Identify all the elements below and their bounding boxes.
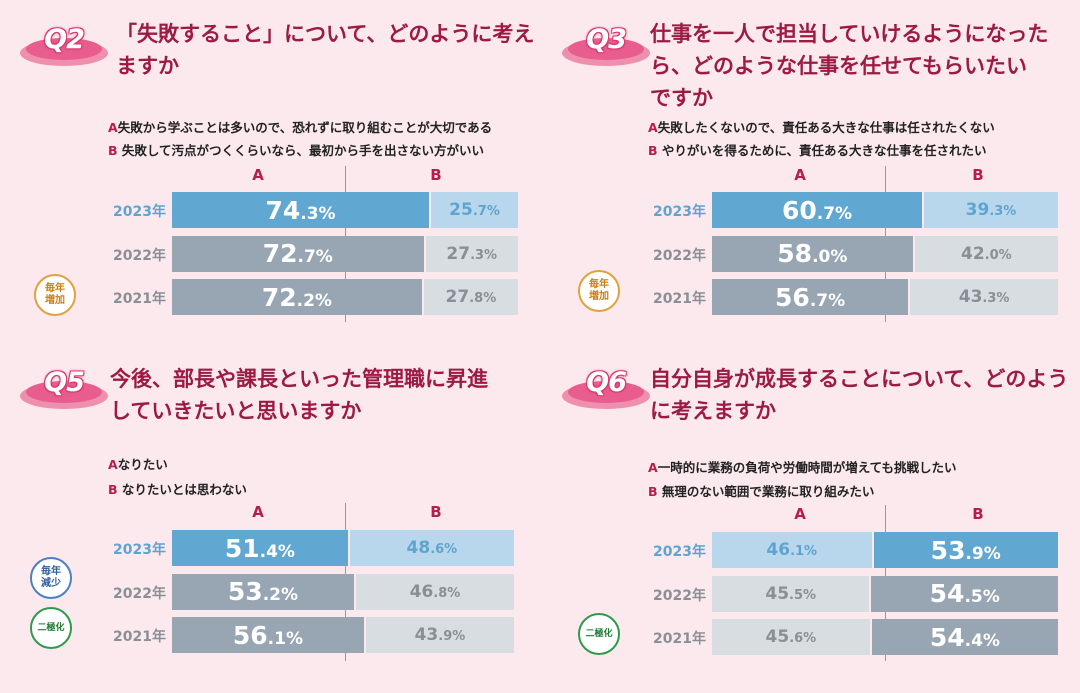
q3-col-a: A — [794, 166, 806, 184]
q3-note-badge: 毎年増加 — [578, 270, 620, 312]
q6-title: 自分自身が成長することについて、どのよう に考えますか — [650, 367, 1069, 423]
q6-col-a: A — [794, 505, 806, 523]
q2-col-a: A — [252, 166, 264, 184]
q5-value-a: 51.4% — [224, 533, 295, 563]
q5-value-a: 53.2% — [227, 577, 299, 606]
q5-value-b: 46.8% — [409, 581, 461, 602]
q6-option-b: B 無理のない範囲で業務に取り組みたい — [648, 484, 875, 499]
q5-bar-a: 53.2% — [172, 573, 354, 610]
q6-bar-b: 53.9% — [873, 532, 1058, 568]
q2-col-b: B — [430, 166, 442, 184]
q6-value-b: 54.5% — [929, 579, 1000, 608]
q6-year-label: 2021年 — [653, 631, 706, 647]
q2-value-b: 25.7% — [449, 200, 500, 220]
q2-value-b: 27.3% — [446, 243, 498, 264]
q5-bar-b: 48.6% — [349, 530, 514, 566]
q5-bar-b: 43.9% — [365, 617, 514, 653]
q6-year-label: 2022年 — [653, 587, 706, 604]
q2-year-label: 2022年 — [113, 247, 166, 264]
q6-badge: Q6 — [562, 365, 650, 411]
q5-col-a: A — [252, 503, 264, 521]
q2-option-a: A失敗から学ぶことは多いので、恐れずに取り組むことが大切である — [108, 120, 493, 135]
q5-col-b: B — [430, 503, 442, 521]
q5-bar-b: 46.8% — [355, 573, 514, 610]
q5-option-a: Aなりたい — [108, 457, 168, 472]
q6-value-a: 45.6% — [765, 627, 817, 647]
q2-badge-label: Q2 — [44, 24, 85, 55]
q3-badge: Q3 — [562, 22, 650, 68]
q3-value-a: 56.7% — [775, 282, 846, 312]
q5-year-label: 2023年 — [113, 542, 166, 558]
q6-value-b: 53.9% — [930, 535, 1001, 565]
q3-value-b: 39.3% — [965, 200, 1017, 220]
q5-badge: Q5 — [20, 365, 108, 411]
q6-value-a: 46.1% — [766, 540, 818, 560]
q6-bar-a: 45.5% — [712, 575, 870, 612]
q3-bar-b: 39.3% — [924, 192, 1058, 228]
q3-value-b: 42.0% — [960, 243, 1012, 264]
q3-bar-a: 56.7% — [712, 279, 909, 315]
q2-year-label: 2021年 — [113, 291, 166, 307]
q2-option-b: B 失敗して汚点がつくくらいなら、最初から手を出さない方がいい — [108, 143, 485, 158]
panel-q5: Q5 今後、部長や課長といった管理職に昇進 していきたいと思いますか Aなりたい… — [0, 345, 540, 693]
q5-note2-badge: 二極化 — [30, 607, 72, 649]
q5-value-b: 43.9% — [414, 625, 466, 645]
q6-option-a: A一時的に業務の負荷や労働時間が増えても挑戦したい — [648, 460, 957, 475]
q3-year-label: 2021年 — [653, 291, 706, 307]
q6-note-badge: 二極化 — [578, 613, 620, 655]
q6-value-b: 54.4% — [929, 622, 1000, 652]
q5-title: 今後、部長や課長といった管理職に昇進 していきたいと思いますか — [110, 367, 488, 423]
q5-year-label: 2022年 — [113, 585, 166, 602]
q2-title: 「失敗すること」について、どのように考え ますか — [116, 22, 535, 78]
q3-value-b: 43.3% — [958, 287, 1010, 307]
q3-bar-b: 42.0% — [914, 235, 1058, 272]
q3-title: 仕事を一人で担当していけるようになった ら、どのような仕事を任せてもらいたい で… — [650, 22, 1049, 110]
q2-value-a: 74.3% — [265, 195, 336, 225]
q2-bar-b: 27.3% — [425, 235, 518, 272]
q3-bar-a: 58.0% — [712, 235, 913, 272]
q5-bar-a: 56.1% — [172, 617, 364, 653]
q6-bar-b: 54.4% — [871, 619, 1058, 655]
panel-q6: Q6 自分自身が成長することについて、どのよう に考えますか A一時的に業務の負… — [540, 345, 1080, 693]
q6-value-a: 45.5% — [765, 583, 817, 604]
q5-option-b: B なりたいとは思わない — [108, 482, 247, 497]
q2-value-a: 72.2% — [261, 282, 332, 312]
q6-bar-a: 45.6% — [712, 619, 870, 655]
panel-q3: Q3 仕事を一人で担当していけるようになった ら、どのような仕事を任せてもらいた… — [540, 0, 1080, 340]
q3-value-a: 60.7% — [781, 195, 853, 225]
q2-bar-a: 72.2% — [172, 279, 422, 315]
q3-col-b: B — [972, 166, 984, 184]
q3-year-label: 2023年 — [653, 204, 706, 220]
q6-col-b: B — [972, 505, 984, 523]
q6-badge-label: Q6 — [586, 367, 627, 398]
q2-bar-a: 74.3% — [172, 192, 430, 228]
q3-bar-b: 43.3% — [910, 279, 1058, 315]
q5-bar-a: 51.4% — [172, 530, 348, 566]
panel-q2: Q2 「失敗すること」について、どのように考え ますか A失敗から学ぶことは多い… — [0, 0, 540, 340]
q3-option-b: B やりがいを得るために、責任ある大きな仕事を任されたい — [648, 143, 987, 158]
q3-bar-a: 60.7% — [712, 192, 923, 228]
q3-year-label: 2022年 — [653, 247, 706, 264]
q2-badge: Q2 — [20, 22, 108, 68]
q3-badge-label: Q3 — [586, 24, 627, 55]
q2-bar-a: 72.7% — [172, 235, 424, 272]
q2-bar-b: 27.8% — [423, 279, 518, 315]
q6-bar-a: 46.1% — [712, 532, 872, 568]
q5-note-badge: 毎年減少 — [30, 557, 72, 599]
q2-value-a: 72.7% — [262, 239, 333, 268]
q6-year-label: 2023年 — [653, 544, 706, 560]
q2-bar-b: 25.7% — [431, 192, 518, 228]
q5-badge-label: Q5 — [44, 367, 85, 398]
q3-value-a: 58.0% — [777, 239, 848, 268]
q5-value-b: 48.6% — [406, 538, 458, 558]
q2-value-b: 27.8% — [445, 287, 497, 307]
q2-note-badge: 毎年増加 — [34, 274, 76, 316]
q6-bar-b: 54.5% — [871, 575, 1058, 612]
q5-value-a: 56.1% — [232, 620, 303, 650]
q3-option-a: A失敗したくないので、責任ある大きな仕事は任されたくない — [648, 120, 995, 135]
q2-year-label: 2023年 — [113, 204, 166, 220]
q5-year-label: 2021年 — [113, 629, 166, 645]
